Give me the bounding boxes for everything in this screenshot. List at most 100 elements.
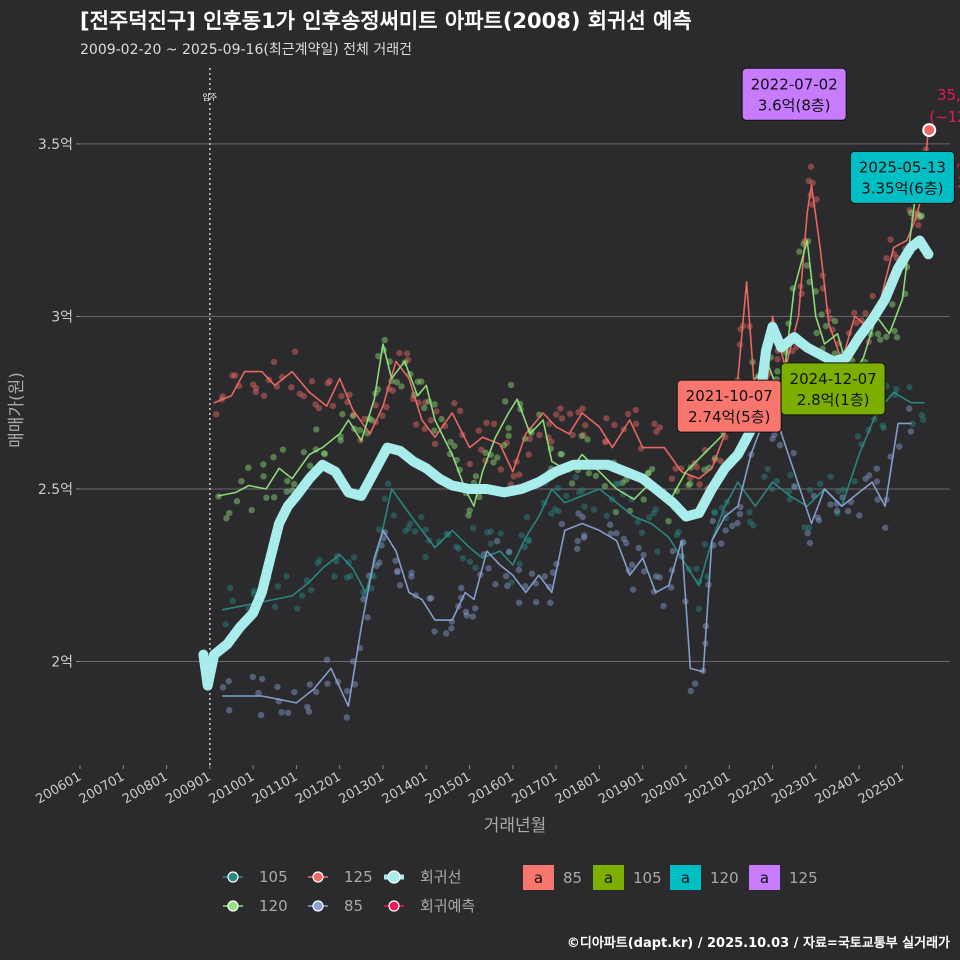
- scatter-point-125: [611, 421, 618, 429]
- annotation-box: [741, 67, 847, 121]
- annotation-value: 2.74억(5층): [688, 408, 770, 426]
- scatter-point-105: [469, 524, 477, 532]
- scatter-point-85: [373, 562, 380, 570]
- scatter-point-120: [585, 470, 593, 477]
- scatter-point-105: [652, 506, 660, 513]
- scatter-point-85: [547, 599, 554, 606]
- scatter-point-85: [815, 517, 823, 524]
- scatter-point-120: [313, 426, 320, 433]
- scatter-point-125: [383, 403, 390, 411]
- x-tick-label: 201801: [553, 769, 603, 807]
- scatter-point-85: [225, 678, 232, 685]
- scatter-point-105: [508, 578, 515, 586]
- scatter-point-105: [835, 488, 842, 495]
- scatter-points: [212, 146, 929, 721]
- scatter-point-85: [284, 709, 292, 716]
- scatter-point-85: [351, 681, 359, 688]
- scatter-point-120: [500, 441, 508, 449]
- scatter-point-105: [484, 529, 491, 536]
- scatter-point-105: [505, 549, 513, 556]
- scatter-point-125: [558, 415, 566, 422]
- scatter-point-120: [283, 488, 291, 495]
- scatter-point-105: [801, 524, 808, 531]
- scatter-point-85: [472, 605, 479, 612]
- x-tick-label: 201001: [207, 769, 257, 807]
- scatter-point-105: [293, 605, 301, 612]
- scatter-point-85: [249, 673, 257, 681]
- scatter-point-85: [771, 431, 778, 438]
- scatter-point-120: [368, 416, 375, 424]
- scatter-point-85: [305, 708, 313, 715]
- annotation-box: [780, 362, 886, 416]
- scatter-point-125: [315, 404, 323, 412]
- scatter-point-105: [525, 536, 532, 544]
- scatter-point-125: [887, 236, 894, 243]
- scatter-point-105: [612, 480, 620, 488]
- legend-swatch-marker: [312, 900, 324, 912]
- scatter-point-85: [791, 483, 798, 490]
- annotation-date: 2021-10-07: [686, 387, 773, 405]
- annotation-date: 2025-05-13: [859, 158, 946, 176]
- scatter-point-85: [729, 522, 736, 530]
- scatter-point-120: [505, 432, 512, 440]
- annotation-box: [849, 150, 955, 204]
- scatter-point-85: [833, 507, 841, 515]
- scatter-point-85: [906, 405, 913, 412]
- scatter-point-105: [563, 492, 570, 500]
- scatter-point-105: [459, 555, 467, 562]
- scatter-point-120: [306, 462, 314, 470]
- scatter-point-85: [291, 688, 298, 696]
- annotation-value: 3.35억(6층): [861, 179, 943, 197]
- scatter-point-85: [344, 687, 351, 695]
- scatter-point-85: [408, 573, 415, 580]
- scatter-point-85: [493, 537, 501, 545]
- scatter-point-120: [812, 288, 819, 295]
- scatter-point-105: [603, 512, 611, 520]
- x-tick-label: 202401: [813, 769, 863, 807]
- forecast-marker: [922, 123, 937, 138]
- scatter-point-105: [333, 558, 340, 565]
- scatter-point-105: [701, 541, 709, 548]
- scatter-point-125: [231, 372, 239, 379]
- scatter-point-120: [502, 398, 509, 405]
- scatter-point-85: [769, 435, 776, 443]
- move-in-label: 입주: [202, 93, 217, 102]
- x-tick-label: 201901: [596, 769, 646, 807]
- scatter-point-85: [394, 568, 401, 576]
- scatter-point-85: [312, 688, 320, 696]
- scatter-point-125: [717, 457, 724, 465]
- scatter-point-125: [510, 473, 517, 480]
- scatter-point-120: [291, 480, 298, 488]
- scatter-point-125: [516, 471, 523, 478]
- scatter-point-105: [250, 587, 258, 594]
- move-in-marker: 입주: [202, 68, 217, 765]
- y-axis-title: 매매가(원): [7, 372, 27, 448]
- scatter-point-105: [790, 482, 798, 490]
- scatter-point-85: [580, 532, 588, 539]
- scatter-point-125: [569, 431, 576, 439]
- scatter-point-105: [229, 597, 237, 605]
- scatter-point-120: [270, 494, 278, 501]
- scatter-point-85: [426, 595, 433, 602]
- y-tick-label: 2억: [51, 654, 73, 670]
- scatter-point-85: [323, 656, 331, 663]
- scatter-point-105: [817, 480, 824, 487]
- scatter-point-120: [877, 336, 884, 343]
- annotation-date: 2022-07-02: [751, 75, 838, 93]
- scatter-point-85: [623, 539, 630, 547]
- scatter-point-85: [736, 510, 744, 518]
- scatter-point-85: [396, 582, 404, 589]
- scatter-point-105: [316, 556, 323, 564]
- scatter-point-125: [668, 475, 676, 482]
- scatter-point-120: [592, 472, 600, 480]
- x-tick-label: 201401: [380, 769, 430, 807]
- legend-box-label: 125: [789, 869, 818, 887]
- scatter-point-105: [487, 540, 494, 548]
- scatter-point-105: [331, 573, 338, 580]
- scatter-point-105: [521, 543, 528, 551]
- scatter-point-85: [549, 569, 557, 576]
- scatter-point-120: [505, 424, 512, 432]
- scatter-point-120: [260, 461, 267, 468]
- scatter-point-120: [482, 449, 489, 456]
- scatter-point-120: [818, 311, 825, 318]
